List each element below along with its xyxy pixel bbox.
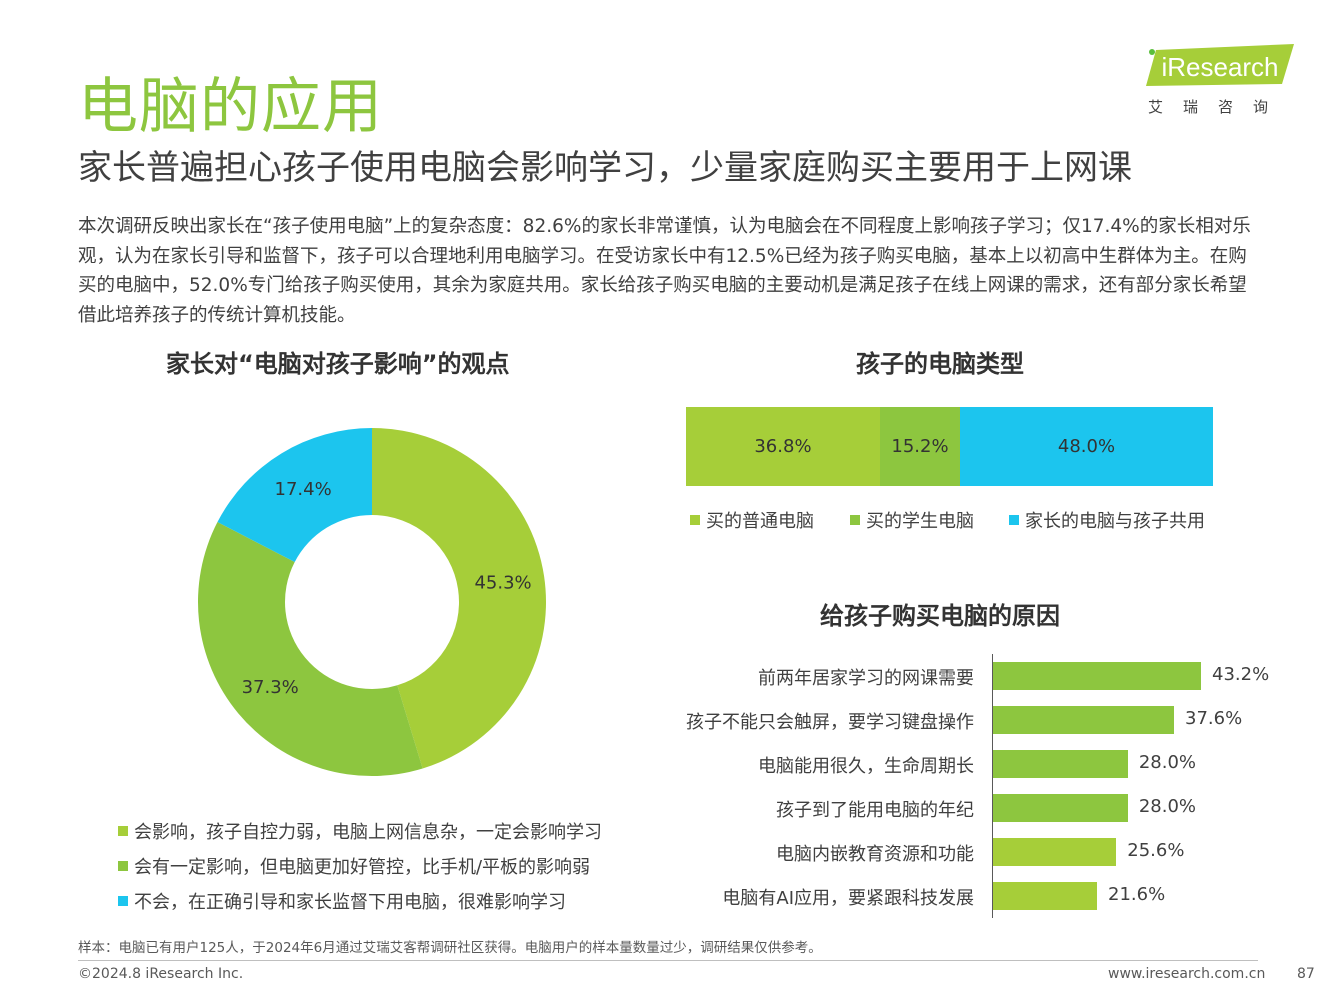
hbar-axis <box>992 654 993 918</box>
hbar-category-label: 孩子到了能用电脑的年纪 <box>776 800 974 821</box>
stacked-segment: 48.0% <box>960 407 1213 486</box>
hbar-data-label: 25.6% <box>1127 840 1185 861</box>
legend-label: 买的普通电脑 <box>706 511 814 532</box>
legend-swatch <box>850 515 860 525</box>
hbar-bar <box>993 750 1128 778</box>
legend-label: 会有一定影响，但电脑更加好管控，比手机/平板的影响弱 <box>134 856 591 878</box>
donut-slice <box>217 428 372 563</box>
hbar-category-label: 电脑能用很久，生命周期长 <box>758 756 974 777</box>
hbar-bar <box>993 662 1201 690</box>
donut-data-label: 37.3% <box>242 677 299 698</box>
hbar-category-label: 前两年居家学习的网课需要 <box>758 668 974 689</box>
hbar-data-label: 28.0% <box>1138 796 1196 817</box>
stacked-segment: 36.8% <box>686 407 880 486</box>
hbar-data-label: 43.2% <box>1212 664 1270 685</box>
stacked-data-label: 36.8% <box>754 436 812 457</box>
hbar-data-label: 28.0% <box>1138 752 1196 773</box>
copyright: ©2024.8 iResearch Inc. <box>78 966 244 982</box>
donut-legend: 会影响，孩子自控力弱，电脑上网信息杂，一定会影响学习 会有一定影响，但电脑更加好… <box>118 813 602 918</box>
donut-chart-title: 家长对“电脑对孩子影响”的观点 <box>166 350 510 378</box>
donut-legend-item: 不会，在正确引导和家长监督下用电脑，很难影响学习 <box>118 883 602 918</box>
hbar-bar <box>993 794 1128 822</box>
legend-swatch <box>690 515 700 525</box>
stacked-legend-item: 买的普通电脑 <box>690 507 850 533</box>
legend-label: 会影响，孩子自控力弱，电脑上网信息杂，一定会影响学习 <box>134 821 602 843</box>
stacked-legend: 买的普通电脑 买的学生电脑 家长的电脑与孩子共用 <box>690 507 1205 533</box>
donut-data-label: 45.3% <box>474 573 531 594</box>
page-title: 电脑的应用 <box>78 72 383 142</box>
legend-label: 不会，在正确引导和家长监督下用电脑，很难影响学习 <box>134 891 566 913</box>
logo-cn-text: 艾瑞咨询 <box>1148 98 1289 116</box>
hbar-category-label: 孩子不能只会触屏，要学习键盘操作 <box>686 712 974 733</box>
donut-legend-item: 会影响，孩子自控力弱，电脑上网信息杂，一定会影响学习 <box>118 813 602 848</box>
donut-data-label: 17.4% <box>275 479 332 500</box>
legend-swatch <box>118 895 128 906</box>
page-number: 87 <box>1297 966 1315 982</box>
stacked-data-label: 15.2% <box>891 436 949 457</box>
stacked-segment: 15.2% <box>879 407 961 486</box>
legend-label: 买的学生电脑 <box>866 511 974 532</box>
legend-label: 家长的电脑与孩子共用 <box>1025 511 1205 532</box>
iresearch-logo: iResearch <box>1146 44 1294 86</box>
donut-slice <box>197 522 423 776</box>
stacked-legend-item: 家长的电脑与孩子共用 <box>1009 507 1205 533</box>
hbar-data-label: 21.6% <box>1108 884 1166 905</box>
hbar-chart-title: 给孩子购买电脑的原因 <box>820 602 1060 630</box>
hbar-data-label: 37.6% <box>1185 708 1243 729</box>
hbar-bar <box>993 882 1097 910</box>
hbar-bars: 43.2% 37.6% 28.0% 28.0% 25.6% 21.6% <box>993 654 1313 918</box>
legend-swatch <box>1009 515 1019 525</box>
hbar-category-label: 电脑有AI应用，要紧跟科技发展 <box>722 888 974 909</box>
hbar-category-labels: 前两年居家学习的网课需要孩子不能只会触屏，要学习键盘操作电脑能用很久，生命周期长… <box>600 654 974 918</box>
stacked-legend-item: 买的学生电脑 <box>850 507 1009 533</box>
hbar-bar <box>993 838 1117 866</box>
stacked-data-label: 48.0% <box>1057 436 1116 457</box>
donut-slice <box>372 428 546 769</box>
legend-swatch <box>118 860 128 871</box>
donut-legend-item: 会有一定影响，但电脑更加好管控，比手机/平板的影响弱 <box>118 848 602 883</box>
summary-paragraph: 本次调研反映出家长在“孩子使用电脑”上的复杂态度：82.6%的家长非常谨慎，认为… <box>78 216 1251 326</box>
stacked-bar: 36.8% 15.2% 48.0% <box>686 407 1213 486</box>
stacked-chart-title: 孩子的电脑类型 <box>856 350 1024 378</box>
hbar-category-label: 电脑内嵌教育资源和功能 <box>776 844 974 865</box>
page-subtitle: 家长普遍担心孩子使用电脑会影响学习，少量家庭购买主要用于上网课 <box>78 148 1132 188</box>
donut-chart: 45.3% 37.3% 17.4% <box>197 428 546 776</box>
footnote: 样本：电脑已有用户125人，于2024年6月通过艾瑞艾客帮调研社区获得。电脑用户… <box>78 940 822 956</box>
website-link[interactable]: www.iresearch.com.cn <box>1108 966 1266 982</box>
hbar-bar <box>993 706 1175 734</box>
footer-divider <box>78 960 1258 961</box>
logo-text: iResearch <box>1161 52 1278 82</box>
legend-swatch <box>118 825 128 836</box>
